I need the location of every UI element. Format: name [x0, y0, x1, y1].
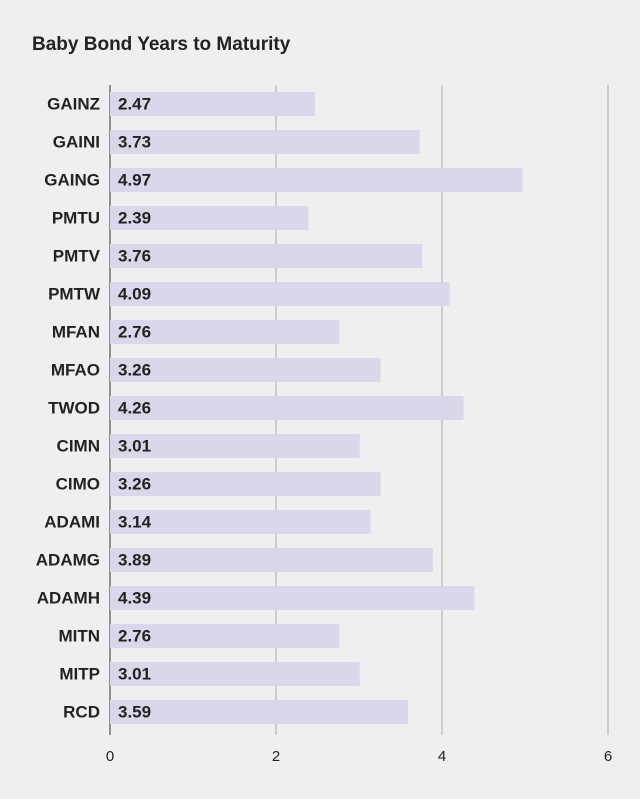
x-tick-label: 4 [438, 748, 446, 765]
bar [110, 548, 433, 572]
y-tick-label: MFAO [51, 360, 100, 379]
data-label: 3.14 [118, 512, 152, 531]
data-label: 2.76 [118, 626, 151, 645]
y-tick-label: ADAMG [36, 550, 100, 569]
y-tick-label: PMTU [52, 208, 100, 227]
y-tick-label: PMTV [53, 246, 101, 265]
data-label: 4.39 [118, 588, 151, 607]
bar [110, 396, 464, 420]
y-tick-label: GAINI [53, 132, 100, 151]
y-tick-label: RCD [63, 702, 100, 721]
bar [110, 320, 340, 344]
x-tick-label: 6 [604, 748, 612, 765]
y-tick-label: ADAMI [44, 512, 100, 531]
bar [110, 624, 340, 648]
data-label: 4.26 [118, 398, 151, 417]
chart-title: Baby Bond Years to Maturity [32, 34, 291, 55]
bar [110, 168, 523, 192]
data-label: 3.59 [118, 702, 151, 721]
data-label: 3.73 [118, 132, 151, 151]
data-label: 2.39 [118, 208, 151, 227]
bar [110, 662, 360, 686]
y-tick-label: MFAN [52, 322, 100, 341]
bar [110, 434, 360, 458]
data-label: 4.09 [118, 284, 151, 303]
y-tick-label: GAING [44, 170, 100, 189]
bar [110, 130, 420, 154]
data-label: 4.97 [118, 170, 151, 189]
bar [110, 700, 408, 724]
bar [110, 358, 381, 382]
bar [110, 244, 423, 268]
y-tick-label: CIMN [57, 436, 100, 455]
bar [110, 206, 309, 230]
y-tick-label: MITP [59, 664, 100, 683]
data-label: 2.47 [118, 94, 151, 113]
data-label: 3.01 [118, 436, 151, 455]
data-label: 3.26 [118, 360, 151, 379]
bar [110, 92, 316, 116]
x-tick-label: 0 [106, 748, 114, 765]
y-tick-label: ADAMH [37, 588, 100, 607]
y-tick-label: PMTW [48, 284, 101, 303]
bar [110, 510, 371, 534]
y-tick-label: GAINZ [47, 94, 100, 113]
data-label: 2.76 [118, 322, 151, 341]
y-tick-label: TWOD [48, 398, 100, 417]
bar [110, 586, 475, 610]
x-tick-label: 2 [272, 748, 280, 765]
y-tick-label: MITN [58, 626, 100, 645]
bar [110, 282, 450, 306]
data-label: 3.26 [118, 474, 151, 493]
data-label: 3.76 [118, 246, 151, 265]
bar [110, 472, 381, 496]
data-label: 3.89 [118, 550, 151, 569]
y-tick-label: CIMO [56, 474, 100, 493]
data-label: 3.01 [118, 664, 151, 683]
